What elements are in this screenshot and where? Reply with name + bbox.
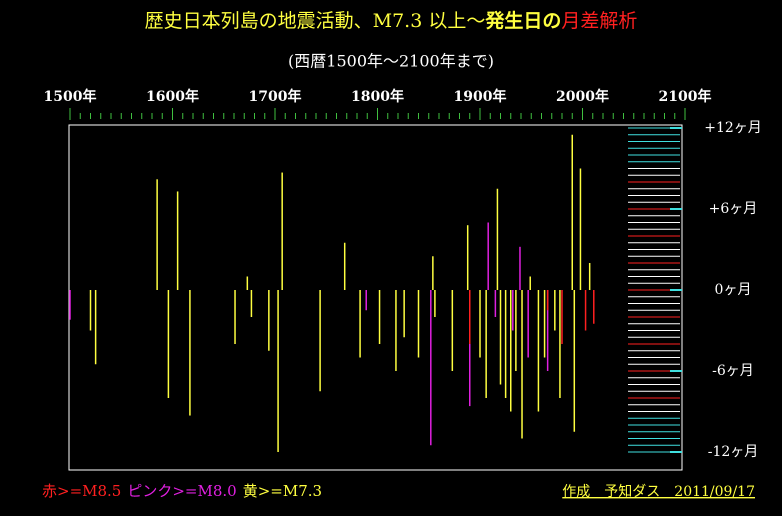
y-tick-label: +12ヶ月 <box>704 120 762 136</box>
x-tick-label: 2000年 <box>556 88 609 105</box>
x-tick-label: 1700年 <box>249 88 302 105</box>
legend-entry: 黄>=M7.3 <box>243 482 322 500</box>
subtitle: (西暦1500年～2100年まで) <box>288 52 494 71</box>
chart-title: 歴史日本列島の地震活動、M7.3 以上～発生日の月差解析 <box>145 9 638 32</box>
y-tick-label: +6ヶ月 <box>709 201 758 217</box>
y-tick-label: -12ヶ月 <box>708 444 759 460</box>
legend: 赤>=M8.5 ピンク>=M8.0 黄>=M7.3 <box>42 482 322 500</box>
x-tick-label: 1900年 <box>454 88 507 105</box>
credit: 作成 予知ダス 2011/09/17 <box>562 483 755 500</box>
legend-entry: 赤>=M8.5 <box>42 482 121 500</box>
title-part: 月差解析 <box>561 10 637 32</box>
x-tick-label: 1600年 <box>146 88 199 105</box>
y-tick-label: -6ヶ月 <box>712 363 754 379</box>
x-tick-label: 2100年 <box>659 88 712 105</box>
plot-frame <box>68 124 683 471</box>
title-part: 歴史日本列島の地震活動、M7.3 以上～ <box>145 10 486 32</box>
x-tick-label: 1500年 <box>44 88 97 105</box>
title-part: 発生日の <box>484 9 561 32</box>
y-tick-label: 0ヶ月 <box>715 282 752 298</box>
x-tick-label: 1800年 <box>351 88 404 105</box>
legend-entry: ピンク>=M8.0 <box>127 482 236 500</box>
